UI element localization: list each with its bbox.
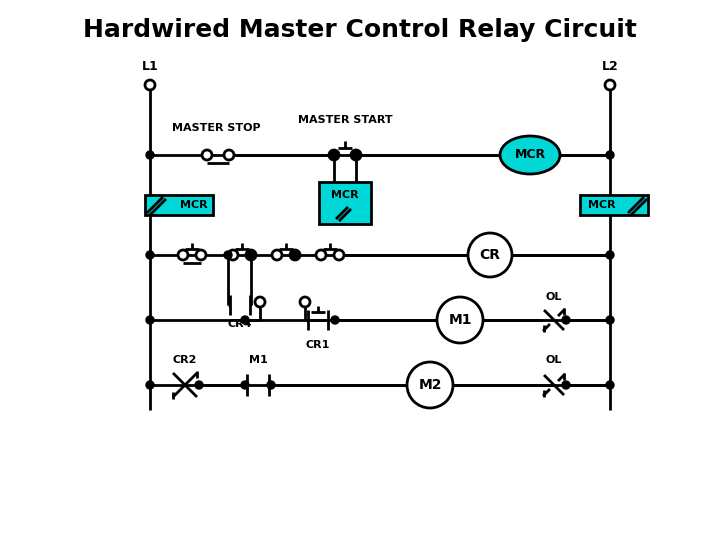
Circle shape (195, 381, 203, 389)
Circle shape (606, 381, 614, 389)
Text: MCR: MCR (514, 148, 546, 161)
Circle shape (331, 316, 339, 324)
Circle shape (202, 150, 212, 160)
Text: L2: L2 (602, 60, 618, 73)
Text: CR2: CR2 (173, 355, 197, 365)
Circle shape (316, 250, 326, 260)
Circle shape (224, 251, 232, 259)
Text: OL: OL (546, 292, 562, 302)
Text: MCR: MCR (588, 200, 616, 210)
Text: MASTER START: MASTER START (297, 115, 392, 125)
Text: Hardwired Master Control Relay Circuit: Hardwired Master Control Relay Circuit (83, 18, 637, 42)
Circle shape (178, 250, 188, 260)
Text: L1: L1 (142, 60, 158, 73)
Circle shape (241, 316, 249, 324)
Circle shape (606, 316, 614, 324)
Circle shape (224, 150, 234, 160)
Text: MASTER STOP: MASTER STOP (171, 123, 261, 133)
Circle shape (290, 250, 300, 260)
Circle shape (606, 151, 614, 159)
Circle shape (562, 381, 570, 389)
Circle shape (351, 150, 361, 160)
Circle shape (241, 381, 249, 389)
Circle shape (146, 251, 154, 259)
Bar (580, 195, 648, 215)
Circle shape (146, 151, 154, 159)
Circle shape (334, 250, 344, 260)
Circle shape (562, 316, 570, 324)
Circle shape (437, 297, 483, 343)
Circle shape (267, 381, 275, 389)
Text: M1: M1 (248, 355, 267, 365)
Circle shape (196, 250, 206, 260)
Text: MCR: MCR (331, 190, 359, 200)
Circle shape (228, 250, 238, 260)
Bar (319, 182, 371, 224)
Bar (145, 195, 213, 215)
Circle shape (272, 250, 282, 260)
Circle shape (352, 151, 360, 159)
Circle shape (145, 80, 155, 90)
Text: CR: CR (480, 248, 500, 262)
Circle shape (300, 297, 310, 307)
Circle shape (246, 250, 256, 260)
Circle shape (329, 150, 339, 160)
Circle shape (146, 316, 154, 324)
Circle shape (468, 233, 512, 277)
Text: MCR: MCR (181, 200, 208, 210)
Text: M2: M2 (418, 378, 442, 392)
Text: CR4: CR4 (228, 319, 252, 329)
Text: M1: M1 (449, 313, 472, 327)
Circle shape (330, 151, 338, 159)
Circle shape (291, 251, 299, 259)
Circle shape (247, 251, 255, 259)
Text: OL: OL (546, 355, 562, 365)
Circle shape (407, 362, 453, 408)
Circle shape (255, 297, 265, 307)
Text: CR1: CR1 (306, 340, 330, 350)
Circle shape (606, 251, 614, 259)
Circle shape (146, 381, 154, 389)
Circle shape (605, 80, 615, 90)
Ellipse shape (500, 136, 560, 174)
